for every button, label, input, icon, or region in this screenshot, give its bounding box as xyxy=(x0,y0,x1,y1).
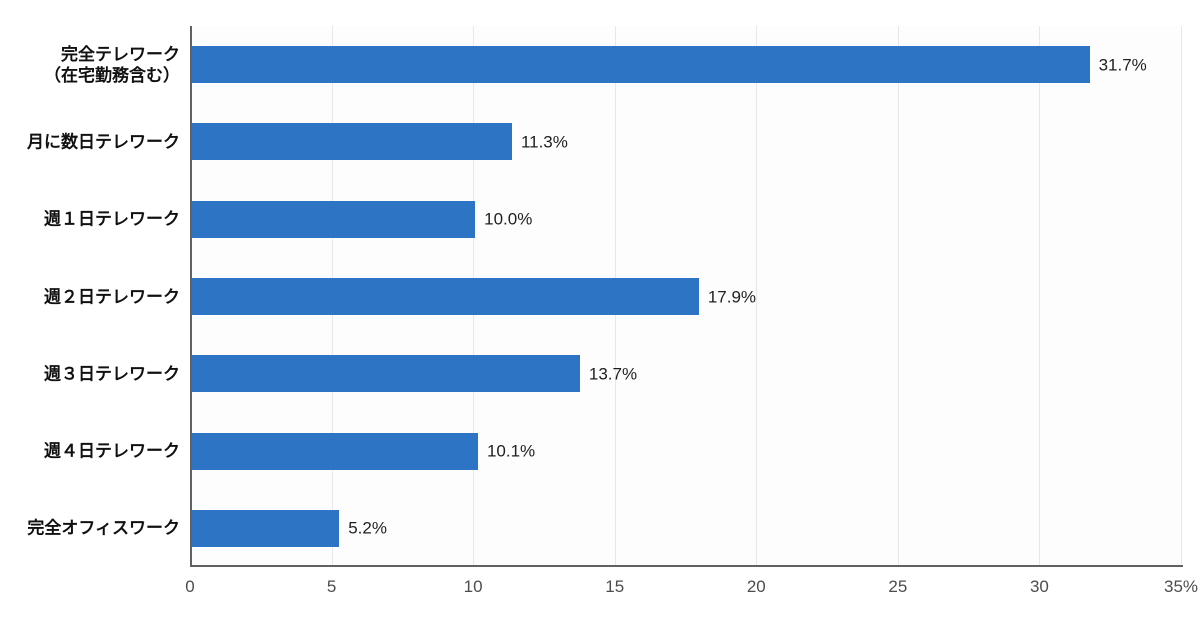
value-label-0: 31.7% xyxy=(1098,55,1147,75)
value-label-2: 10.0% xyxy=(484,209,533,229)
x-tick-label-5: 25 xyxy=(888,577,908,596)
category-label-3: 週２日テレワーク xyxy=(0,286,180,307)
value-label-4: 13.7% xyxy=(588,364,638,384)
x-axis: 0 5 10 15 20 25 30 35% xyxy=(185,577,1200,608)
x-tick-label-4: 20 xyxy=(746,577,766,596)
bar-5 xyxy=(192,432,478,470)
category-label-4: 週３日テレワーク xyxy=(0,363,180,384)
value-label-6: 5.2% xyxy=(348,518,387,538)
bar-2 xyxy=(192,200,476,238)
category-label-3-line-0: 週２日テレワーク xyxy=(44,286,180,306)
category-label-0-line-0: 完全テレワーク xyxy=(61,44,180,64)
x-tick-label-0: 0 xyxy=(185,577,195,596)
gridline-35 xyxy=(1181,26,1182,565)
category-label-0-line-1: （在宅勤務含む） xyxy=(44,65,180,85)
category-label-0: 完全テレワーク （在宅勤務含む） xyxy=(0,43,180,86)
category-label-2: 週１日テレワーク xyxy=(0,209,180,230)
category-label-2-line-0: 週１日テレワーク xyxy=(44,209,180,229)
category-label-6-line-0: 完全オフィスワーク xyxy=(27,518,180,538)
category-label-1-line-0: 月に数日テレワーク xyxy=(27,132,180,152)
x-tick-label-7: 35% xyxy=(1163,577,1199,596)
x-tick-label-6: 30 xyxy=(1029,577,1049,596)
bar-1 xyxy=(192,123,512,161)
x-tick-label-3: 15 xyxy=(605,577,625,596)
value-label-1: 11.3% xyxy=(520,132,568,152)
bar-0 xyxy=(192,46,1090,84)
x-tick-label-1: 5 xyxy=(326,577,337,596)
bar-3 xyxy=(192,278,699,315)
category-label-4-line-0: 週３日テレワーク xyxy=(44,364,180,384)
value-label-3: 17.9% xyxy=(707,287,757,306)
value-label-5: 10.1% xyxy=(486,441,536,461)
plot-area: 31.7% 11.3% 10.0% 17.9% 13.7% 10.1% 5.2% xyxy=(190,26,1183,567)
category-label-1: 月に数日テレワーク xyxy=(0,131,180,152)
x-tick-label-2: 10 xyxy=(463,577,483,596)
category-label-5: 週４日テレワーク xyxy=(0,440,180,461)
gridline-30 xyxy=(1039,26,1041,565)
bar-4 xyxy=(192,355,580,393)
gridline-20 xyxy=(756,26,758,565)
category-label-6: 完全オフィスワーク xyxy=(0,518,180,539)
gridline-25 xyxy=(897,26,899,565)
bar-6 xyxy=(192,509,340,547)
category-axis: 完全テレワーク （在宅勤務含む） 月に数日テレワーク週１日テレワーク 週２日テレワーク… xyxy=(0,26,180,567)
category-label-5-line-0: 週４日テレワーク xyxy=(44,441,180,461)
